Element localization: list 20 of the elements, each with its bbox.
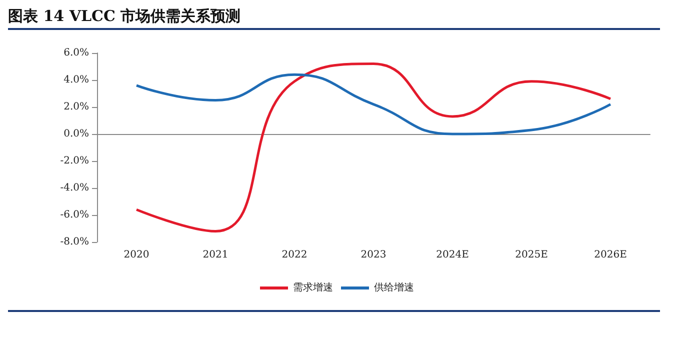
y-tick-label: 0.0% bbox=[64, 128, 89, 140]
x-tick-label: 2022 bbox=[282, 250, 308, 260]
y-tick-label: -2.0% bbox=[60, 156, 89, 166]
x-tick-label: 2026E bbox=[594, 250, 627, 260]
x-tick-label: 2025E bbox=[515, 250, 548, 260]
line-series bbox=[135, 62, 612, 232]
y-tick-label: 2.0% bbox=[64, 102, 89, 112]
x-tick-label: 2020 bbox=[124, 250, 150, 260]
chart-title: 图表 14 VLCC 市场供需关系预测 bbox=[8, 4, 660, 30]
y-tick-label: -4.0% bbox=[60, 182, 89, 194]
line-series bbox=[135, 73, 612, 136]
x-tick-label: 2023 bbox=[360, 250, 386, 260]
y-tick-label: -6.0% bbox=[60, 210, 89, 220]
x-tick-label: 2024E bbox=[436, 250, 469, 260]
y-tick-label: 6.0% bbox=[64, 48, 89, 58]
y-tick-label: -8.0% bbox=[60, 236, 89, 248]
x-tick-label: 2021 bbox=[202, 250, 228, 260]
legend-label: 需求增速 bbox=[293, 282, 333, 294]
y-tick-label: 4.0% bbox=[64, 74, 89, 86]
legend-label: 供给增速 bbox=[374, 282, 414, 294]
